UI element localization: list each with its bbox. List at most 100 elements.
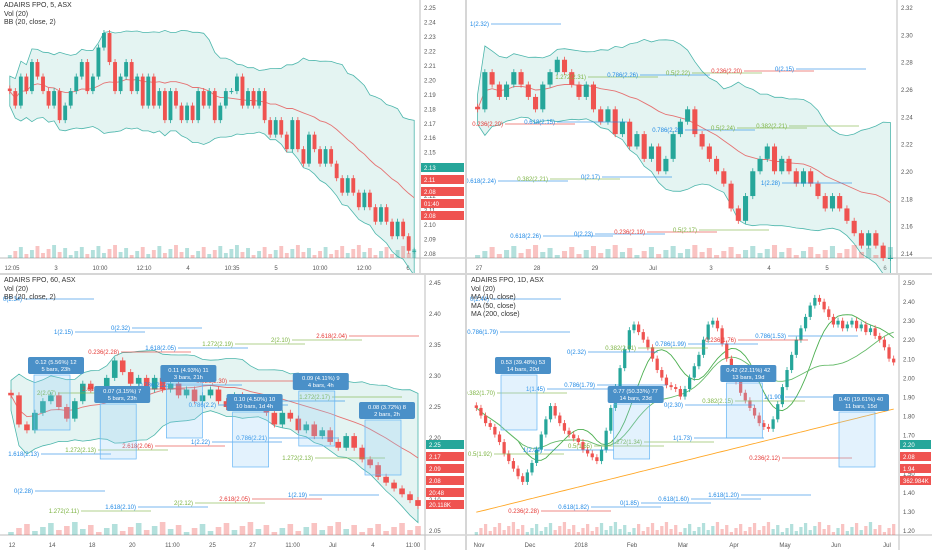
volume-bar bbox=[507, 526, 511, 535]
volume-bar bbox=[262, 247, 267, 258]
candle-body bbox=[379, 207, 383, 222]
price-tag bbox=[900, 440, 931, 449]
candle-body bbox=[735, 208, 741, 221]
volume-bar bbox=[619, 252, 625, 258]
candle-body bbox=[882, 339, 887, 348]
indicator-ma10: MA (10, close) bbox=[471, 294, 516, 301]
volume-bar bbox=[68, 255, 73, 258]
measure-tag bbox=[833, 394, 889, 411]
chart-svg-daily[interactable]: 2.502.402.302.202.102.001.901.801.701.60… bbox=[467, 275, 932, 550]
volume-bar bbox=[113, 245, 117, 258]
volume-bar bbox=[183, 532, 190, 535]
chart-svg-60min[interactable]: 2.452.402.352.302.252.202.152.102.051214… bbox=[0, 275, 465, 550]
candle-body bbox=[677, 121, 683, 135]
volume-bar bbox=[534, 524, 539, 535]
candle-body bbox=[845, 324, 849, 329]
volume-bar bbox=[706, 530, 710, 535]
candle-body bbox=[318, 149, 322, 164]
chart-svg-15min[interactable]: 2.32 2.30 2.28 2.26 2.24 2.22 2.20 2.18 2.16 2.14… bbox=[467, 0, 932, 273]
candle-body bbox=[539, 434, 543, 450]
x-tick-label: 11:00 bbox=[285, 543, 300, 549]
candle-body bbox=[776, 404, 780, 420]
volume-bar bbox=[692, 531, 696, 535]
volume-bar bbox=[124, 248, 129, 258]
candle-body bbox=[569, 72, 575, 85]
volume-bar bbox=[714, 255, 720, 258]
measure-box bbox=[838, 411, 876, 468]
y-tick-label: 2.50 bbox=[903, 281, 915, 287]
candle-body bbox=[534, 449, 539, 463]
x-tick-label: Jul bbox=[329, 543, 337, 549]
candle-body bbox=[35, 62, 40, 77]
volume-bar bbox=[375, 524, 381, 535]
chart-pane-15min[interactable]: 2.32 2.30 2.28 2.26 2.24 2.22 2.20 2.18 2.16 2.14… bbox=[467, 0, 932, 273]
y-tick-label: 2.23 bbox=[424, 35, 436, 41]
candle-body bbox=[234, 76, 239, 92]
fib-level-label: 0.618(1.82) bbox=[558, 505, 589, 511]
candle-body bbox=[595, 457, 599, 462]
volume-bar bbox=[887, 247, 893, 258]
fib-level-label: 1.272(2.13) bbox=[65, 448, 96, 454]
measure-box bbox=[613, 403, 651, 460]
chart-pane-daily[interactable]: 2.502.402.302.202.102.001.901.801.701.60… bbox=[467, 275, 932, 550]
candle-body bbox=[41, 76, 45, 92]
volume-bar bbox=[808, 247, 814, 258]
candle-body bbox=[119, 360, 126, 373]
chart-svg-5min[interactable]: 2.25 2.24 2.23 2.22 2.21 2.20 2.19 2.18 2.17 2.16… bbox=[0, 0, 465, 273]
volume-bar bbox=[255, 529, 262, 535]
candle-body bbox=[57, 91, 62, 121]
candle-body bbox=[391, 482, 397, 489]
volume-bar bbox=[162, 253, 167, 258]
candle-body bbox=[218, 105, 223, 121]
volume-bar bbox=[656, 254, 662, 258]
volume-bar bbox=[395, 250, 400, 258]
candle-body bbox=[743, 392, 747, 401]
candle-body bbox=[786, 158, 792, 172]
x-tick-label: 10:35 bbox=[224, 266, 240, 272]
x-tick-label: 2018 bbox=[574, 543, 588, 549]
x-tick-label: 12 bbox=[9, 543, 16, 549]
volume-bar bbox=[79, 247, 84, 258]
volume-bar bbox=[119, 531, 126, 535]
measure-duration: 14 bars, 20d bbox=[507, 367, 539, 373]
candle-body bbox=[46, 91, 51, 106]
volume-bar bbox=[664, 522, 669, 535]
candle-body bbox=[502, 442, 506, 454]
fib-level-label: 0(2.44) bbox=[470, 297, 489, 303]
volume-bar bbox=[196, 251, 201, 258]
chart-title: ADAIRS FPO, 60, ASX bbox=[4, 277, 76, 284]
x-tick-label: 3 bbox=[709, 266, 713, 272]
volume-bar bbox=[127, 527, 134, 535]
candle-body bbox=[124, 62, 129, 77]
candle-body bbox=[307, 134, 311, 164]
candle-body bbox=[183, 389, 190, 396]
chart-title: ADAIRS FPO, 1D, ASX bbox=[471, 277, 544, 284]
volume-bar bbox=[199, 524, 206, 535]
volume-bar bbox=[273, 250, 278, 258]
chart-pane-5min[interactable]: 2.25 2.24 2.23 2.22 2.21 2.20 2.19 2.18 2.17 2.16… bbox=[0, 0, 465, 273]
candle-body bbox=[406, 236, 411, 251]
volume-bar bbox=[223, 253, 228, 258]
volume-bar bbox=[692, 245, 698, 258]
moving-average-line bbox=[476, 314, 894, 461]
volume-bar bbox=[146, 254, 151, 258]
volume-bar bbox=[340, 246, 345, 258]
volume-bar bbox=[384, 247, 389, 258]
candle-body bbox=[829, 196, 835, 209]
fib-level-label: 2.618(2.04) bbox=[316, 334, 347, 340]
x-tick-label: 12:00 bbox=[356, 266, 372, 272]
x-tick-label: Apr bbox=[729, 543, 738, 549]
y-tick-label: 2.25 bbox=[424, 6, 436, 12]
candle-body bbox=[663, 158, 669, 172]
y-tick-label: 2.40 bbox=[903, 300, 915, 306]
candle-body bbox=[841, 320, 845, 329]
candle-body bbox=[858, 233, 864, 246]
fib-level-label: 0(2.28) bbox=[14, 489, 33, 495]
candle-body bbox=[504, 84, 510, 97]
volume-bar bbox=[57, 252, 62, 258]
candle-body bbox=[18, 76, 23, 106]
volume-bar bbox=[318, 251, 322, 258]
y-tick-label: 2.14 bbox=[901, 252, 913, 258]
chart-pane-60min[interactable]: 2.452.402.352.302.252.202.152.102.051214… bbox=[0, 275, 465, 550]
volume-bar bbox=[379, 251, 383, 258]
